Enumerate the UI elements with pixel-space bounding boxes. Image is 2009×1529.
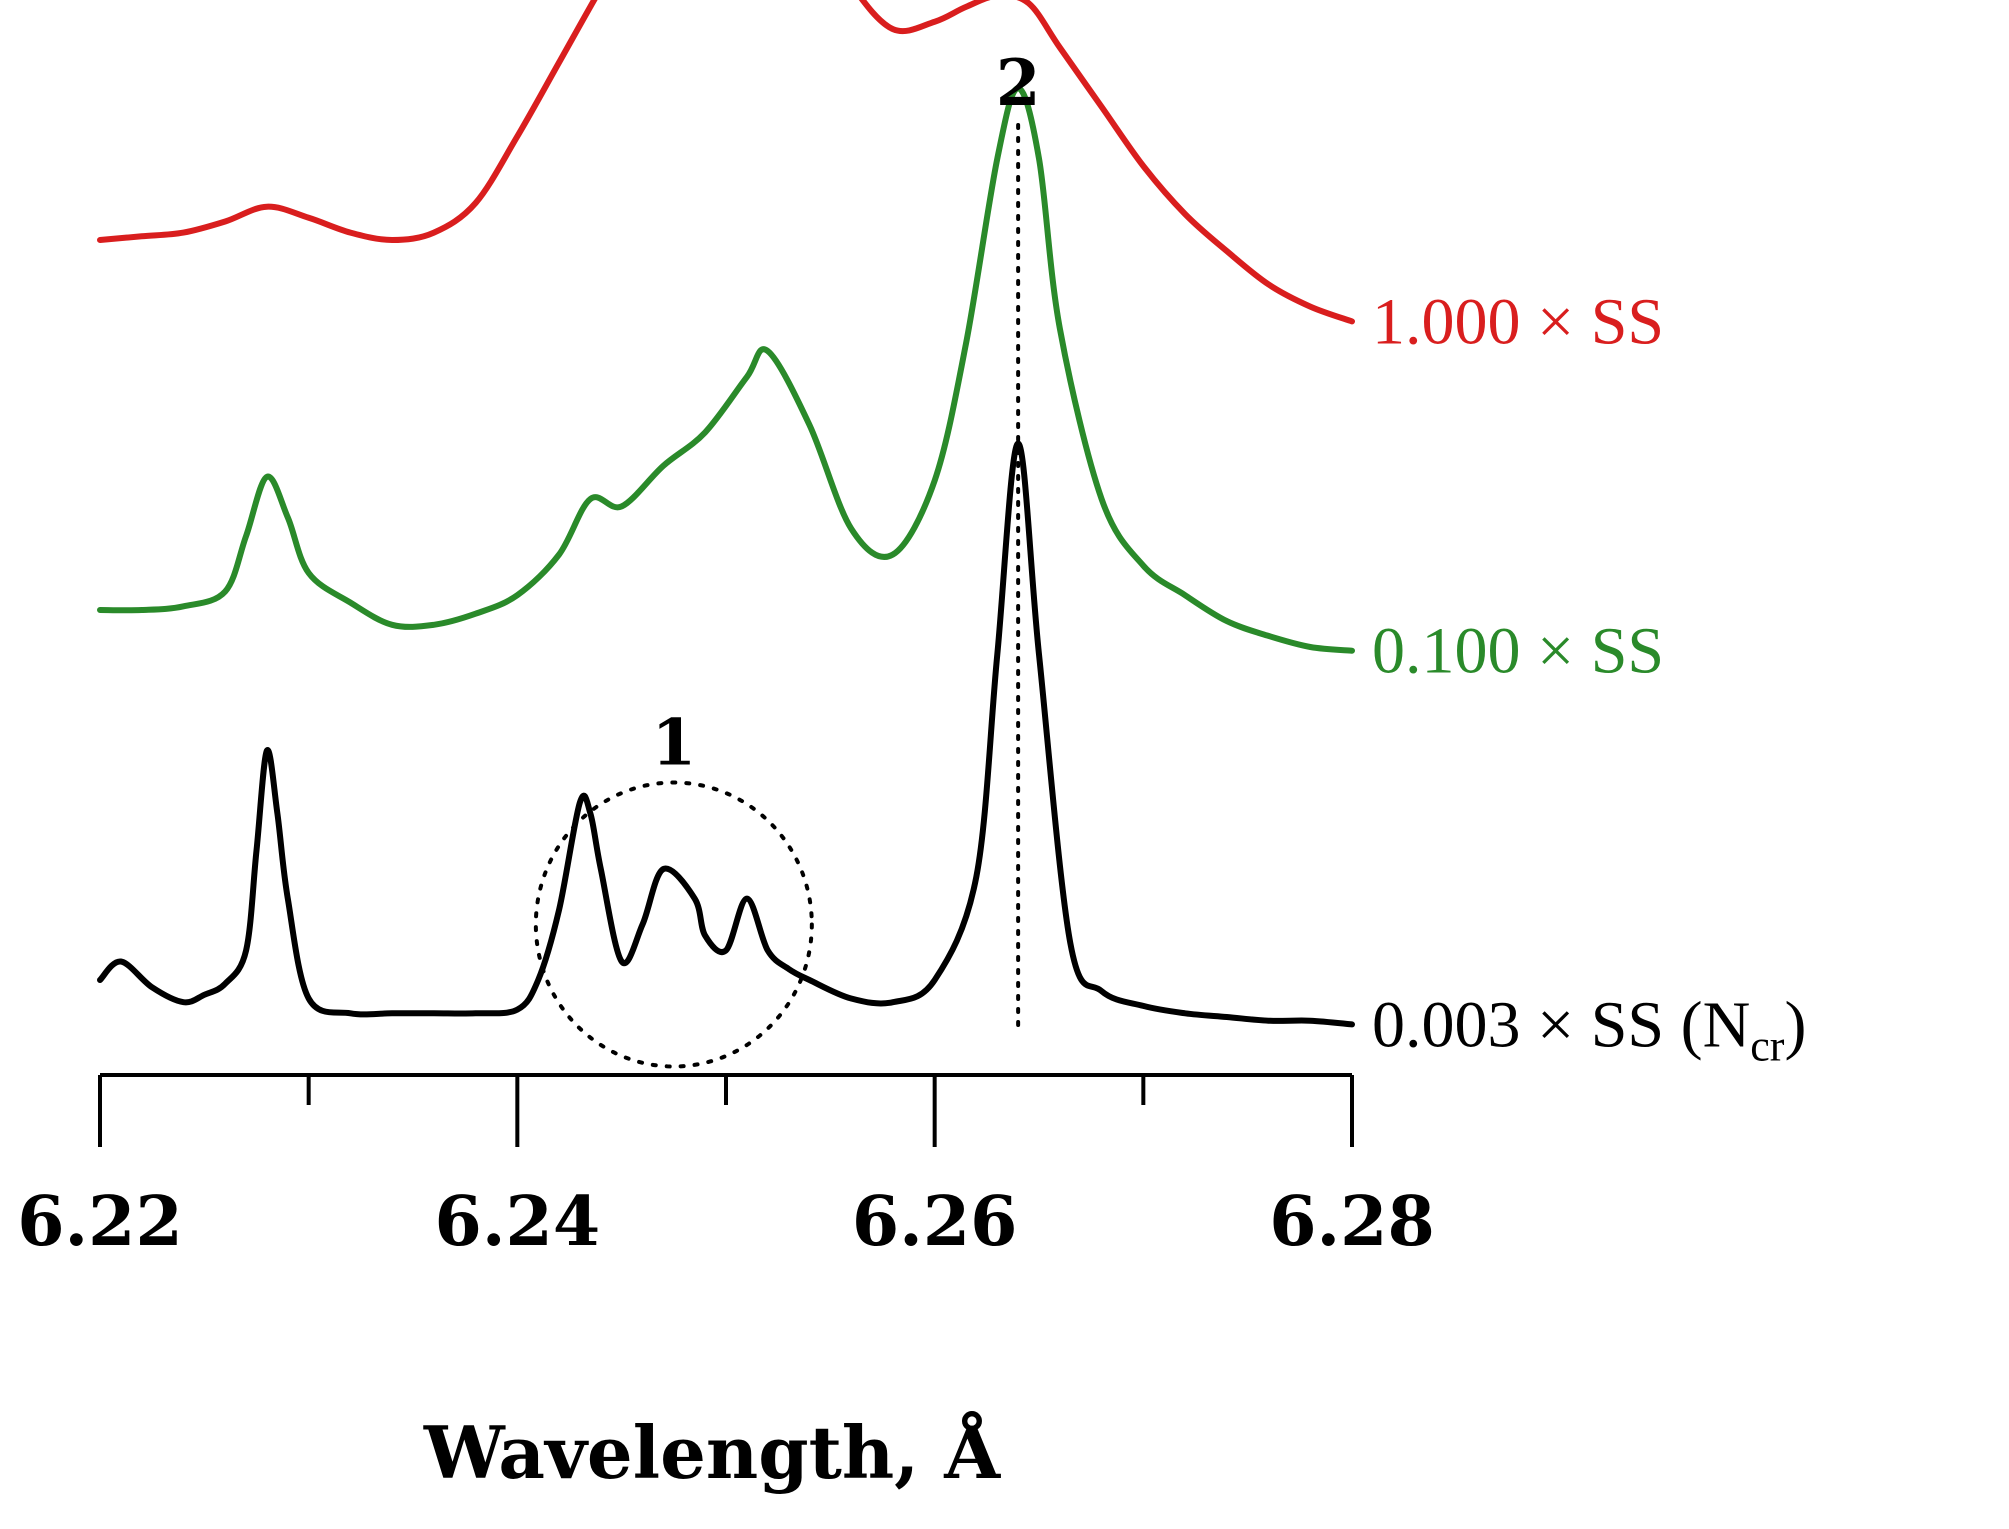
series-line-0: [97, 0, 1355, 325]
x-tick-label: 6.22: [17, 1182, 183, 1262]
x-tick-label: 6.24: [435, 1182, 601, 1262]
x-axis-title: Wavelength, Å: [423, 1410, 1001, 1495]
series-label-0: 1.000 × SS: [1372, 285, 1664, 358]
x-tick-label: 6.26: [852, 1182, 1018, 1262]
series-curves: [97, 0, 1355, 1028]
series-labels: 1.000 × SS 0.100 × SS 0.003 × SS (Ncr): [1372, 285, 1806, 1070]
annotation-circle-1: [533, 780, 814, 1069]
series-label-1: 0.100 × SS: [1372, 615, 1664, 688]
annotations: 12: [533, 46, 1041, 1069]
x-tick-label: 6.28: [1269, 1182, 1435, 1262]
series-line-1: [97, 85, 1355, 654]
x-axis: 6.22 6.24 6.26 6.28: [17, 1073, 1435, 1262]
series-label-2: 0.003 × SS (Ncr): [1372, 988, 1806, 1070]
annotation-label-1: 1: [652, 706, 697, 781]
annotation-label-2: 2: [996, 46, 1041, 121]
series-line-2: [97, 440, 1355, 1028]
